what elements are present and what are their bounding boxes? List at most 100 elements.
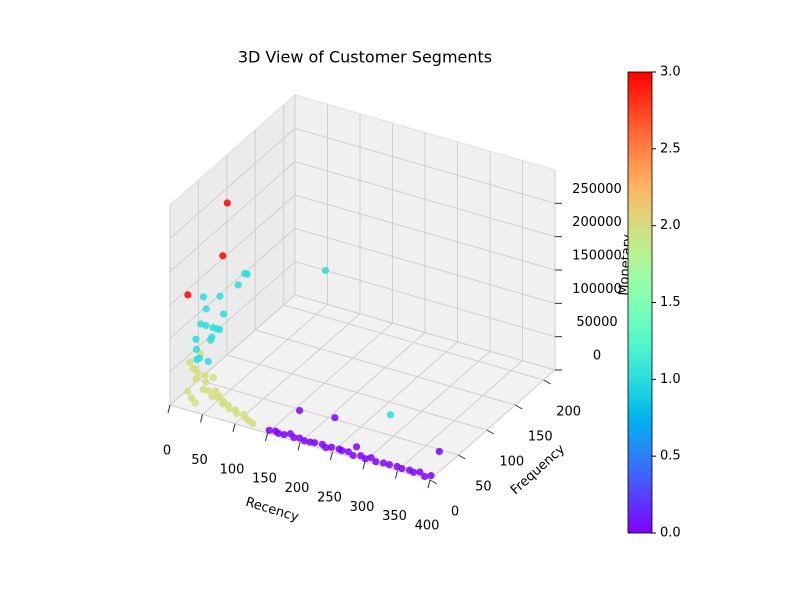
point [218,399,227,408]
labels: 0501001502002503003504000501001502000500… [163,182,622,534]
grid-line [294,261,556,338]
colorbar-tick-label: 1.5 [660,295,681,310]
tick-mark [427,479,431,489]
point [361,455,370,463]
tick-mark [458,454,466,460]
point [300,437,308,445]
point [265,426,273,434]
grid-line [294,294,556,371]
grid-line [202,303,328,415]
tick-mark [543,379,551,385]
grid-line [364,350,491,462]
grid-line [294,194,556,271]
point [322,444,330,452]
x-tick-label: 350 [382,509,407,524]
point [187,394,196,402]
colorbar: 0.0 0.5 1.0 1.5 2.0 2.5 3.0 [627,65,681,541]
point [205,387,213,395]
x-tick-label: 200 [285,481,310,496]
x-tick-label: 50 [191,453,208,468]
point [290,433,298,442]
x-tick-label: 100 [220,462,245,477]
tick-mark [265,433,268,442]
grid-line [299,332,426,443]
point [274,429,282,437]
point [409,468,418,476]
z-tick-label: 150000 [572,249,622,264]
grid-line [294,227,556,304]
point [201,371,209,379]
point [184,291,192,299]
point [193,355,201,364]
y-tick-label: 50 [475,480,492,495]
point [233,409,241,418]
colorbar-scale [627,71,653,534]
colorbar-tick-label: 0.5 [660,449,681,464]
point [427,472,435,480]
point [213,393,221,401]
point [225,405,233,413]
point [192,345,200,353]
y-tick-label: 150 [528,430,553,445]
point [186,358,194,366]
point [327,443,336,451]
point [249,419,257,428]
z-tick-label: 100000 [572,282,622,297]
grid-line [267,322,393,434]
x-tick-label: 150 [252,472,277,487]
point [192,375,200,383]
point [212,387,220,395]
point [416,468,424,476]
point [280,430,288,439]
point [372,458,380,466]
point [311,439,319,447]
point [209,374,217,382]
point [234,281,242,289]
point [386,411,395,419]
x-tick-label: 300 [350,500,375,515]
grid-line [169,294,296,406]
point [398,464,406,473]
grid-line [294,161,556,238]
grid-line [294,127,556,204]
tick-mark [395,470,398,479]
grid-line [169,261,296,373]
grid-line [198,379,459,456]
point [331,414,339,422]
grid-line [234,313,361,425]
y-tick-label: 100 [499,455,524,470]
point [199,293,208,301]
grid-line [397,360,523,472]
point [216,292,224,300]
point [349,451,357,460]
tick-mark [232,423,236,432]
point [202,305,210,313]
point [223,199,231,207]
grid-line [169,227,296,339]
x-axis-label: Recency [244,495,301,525]
point [352,443,361,451]
colorbar-tick-label: 2.0 [660,218,681,233]
point [208,333,216,341]
point [184,387,192,396]
tick-mark [167,404,171,414]
point [204,357,212,366]
point [379,459,388,467]
colorbar-tick-label: 3.0 [660,65,681,80]
grid-line [255,329,516,406]
z-tick-label: 200000 [572,215,622,230]
colorbar-tick-label: 0.0 [660,526,681,541]
point [202,321,210,330]
tick-mark [330,451,333,460]
grid-line [283,304,544,381]
tick-mark [200,414,203,423]
grid-line [169,161,296,273]
point [191,365,199,373]
y-tick-label: 200 [556,405,581,420]
tick-mark [486,429,495,435]
z-tick-label: 0 [593,349,601,364]
z-tick-label: 250000 [572,182,622,197]
point [367,454,375,462]
